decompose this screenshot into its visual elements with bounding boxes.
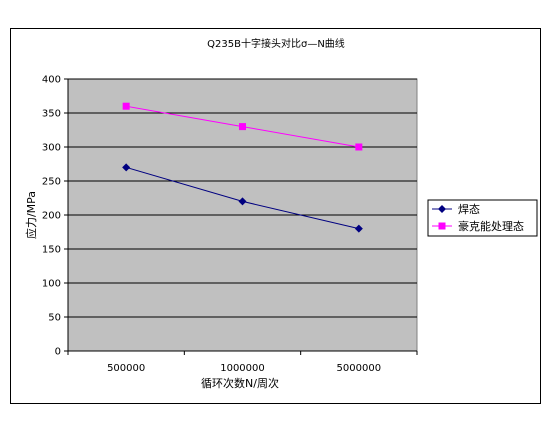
legend-swatch-marker	[438, 222, 446, 230]
data-point-series-2	[239, 123, 246, 131]
legend-swatch-marker	[438, 205, 446, 213]
x-tick-label: 1000000	[220, 363, 265, 374]
chart-title: Q235B十字接头对比σ—N曲线	[207, 37, 345, 50]
y-tick-label: 300	[42, 143, 61, 154]
x-tick-label: 500000	[107, 363, 145, 374]
y-tick-label: 0	[55, 347, 61, 358]
x-axis-label: 循环次数N/周次	[201, 376, 279, 390]
y-tick-label: 50	[48, 313, 61, 324]
legend-label: 豪克能处理态	[458, 219, 524, 233]
y-tick-label: 400	[42, 75, 61, 86]
y-tick-label: 250	[42, 177, 61, 188]
data-point-series-2	[122, 102, 130, 110]
y-tick-label: 100	[42, 279, 61, 290]
legend-label: 焊态	[458, 202, 480, 216]
y-tick-label: 150	[42, 245, 61, 256]
plot-area: 0 50 100 150 200 250 300 350 400 500000 1000000 500…	[42, 75, 418, 374]
data-point-series-1	[354, 224, 363, 233]
data-point-series-1	[238, 197, 247, 206]
y-tick-label: 350	[42, 109, 61, 120]
data-point-series-1	[122, 163, 131, 172]
legend-box	[427, 199, 538, 237]
x-tick-label: 5000000	[337, 363, 382, 374]
y-axis-label: 应力/MPa	[24, 191, 38, 239]
y-tick-label: 200	[42, 211, 61, 222]
data-point-series-2	[355, 143, 363, 151]
